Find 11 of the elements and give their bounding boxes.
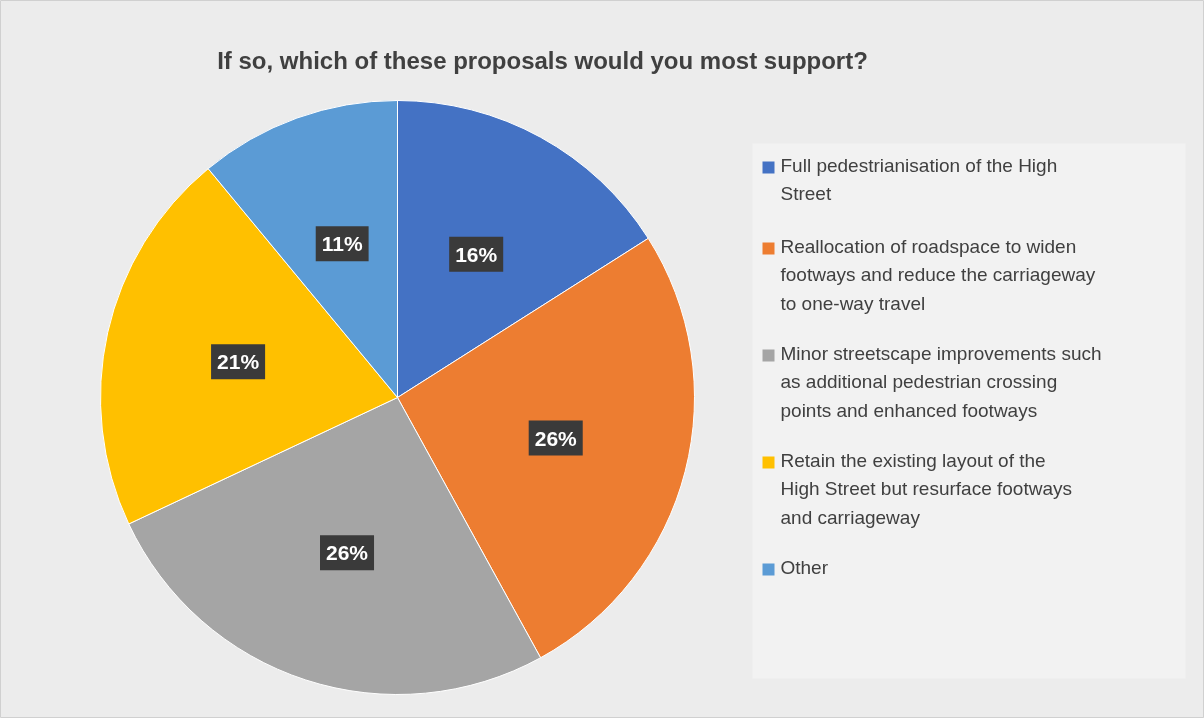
legend-label: Minor streetscape improvements such as additional pedestrian crossing points and enhanced footways (780, 342, 1102, 422)
legend-label: Other (780, 556, 829, 578)
legend-label: Full pedestrianisation of the High Street (780, 154, 1058, 205)
data-label: 16% (455, 242, 498, 266)
data-label: 26% (534, 426, 578, 450)
chart-title: If so, which of these proposals would you most support? (217, 47, 868, 74)
legend-label: Retain the existing layout of the High Street but resurface footways and carriageway (780, 449, 1072, 529)
data-label: 26% (326, 541, 369, 565)
data-label: 21% (217, 350, 260, 374)
legend-label: Reallocation of roadspace to widen footways and reduce the carriageway to one-way travel (780, 235, 1096, 315)
data-label: 11% (321, 232, 363, 256)
